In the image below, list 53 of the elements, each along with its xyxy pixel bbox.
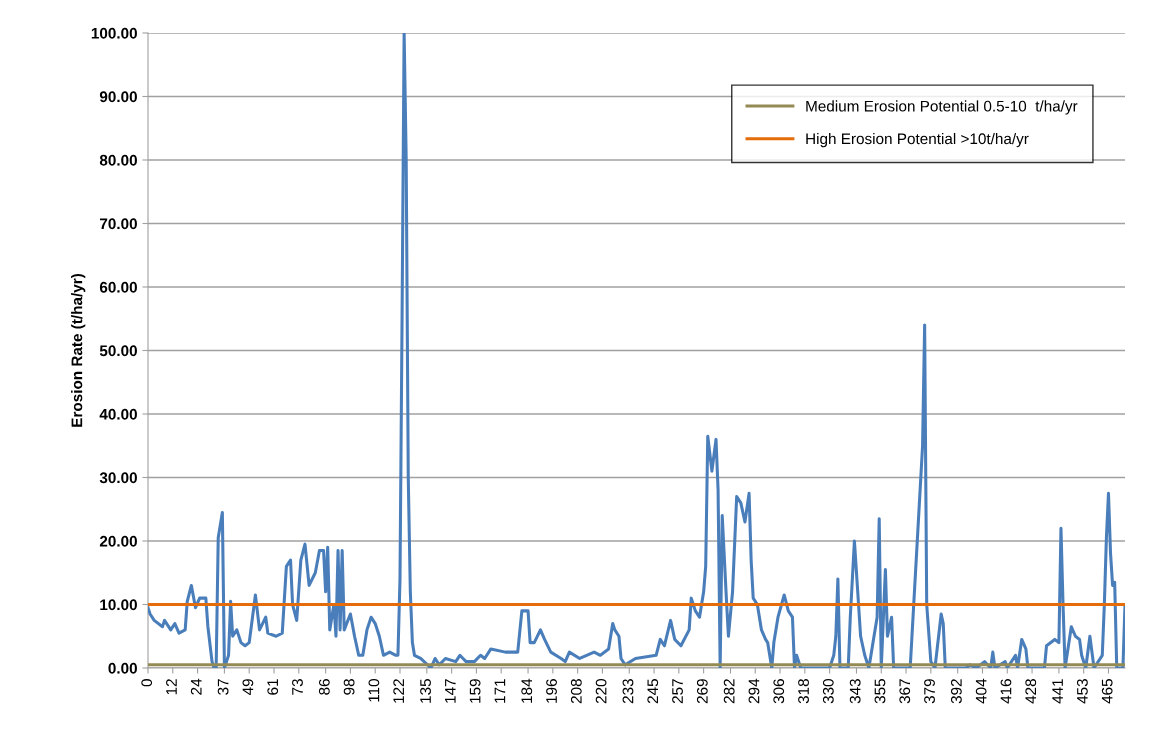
x-tick-label: 98: [343, 679, 355, 695]
x-tick-label: 147: [445, 679, 456, 703]
x-tick-label: 220: [595, 679, 607, 704]
x-tick-label: 12: [166, 679, 177, 695]
x-tick-label: 453: [1076, 679, 1088, 704]
x-tick-label: 196: [546, 679, 557, 703]
x-tick-label: 343: [849, 679, 861, 704]
x-tick-label: 318: [798, 679, 809, 704]
x-tick-label: 367: [899, 679, 911, 704]
x-tick-label: 257: [672, 679, 683, 704]
y-tick-label: 60.00: [99, 281, 137, 293]
y-tick-label: 90.00: [99, 91, 137, 103]
x-tick-label: 416: [1000, 679, 1012, 704]
y-axis-title: Erosion Rate (t/ha/yr): [71, 274, 86, 427]
y-tick-label: 80.00: [99, 154, 137, 166]
legend-label: High Erosion Potential >10t/ha/yr: [806, 132, 1029, 148]
y-tick-label: 40.00: [99, 408, 137, 420]
x-tick-label: 122: [393, 679, 404, 703]
x-tick-label: 110: [368, 679, 380, 702]
x-tick-label: 86: [318, 679, 330, 695]
y-tick-label: 20.00: [99, 535, 137, 547]
x-tick-label: 404: [975, 678, 987, 704]
y-tick-label: 70.00: [100, 218, 137, 230]
x-tick-label: 330: [822, 679, 834, 704]
x-tick-label: 282: [723, 679, 735, 704]
x-tick-label: 428: [1025, 679, 1037, 704]
x-tick-label: 61: [267, 679, 279, 695]
x-tick-label: 24: [190, 678, 202, 695]
x-tick-label: 379: [924, 679, 935, 704]
y-tick-label: 0.00: [108, 662, 137, 674]
x-tick-label: 245: [647, 679, 659, 704]
x-tick-label: 208: [570, 679, 582, 704]
x-tick-label: 171: [494, 679, 506, 703]
x-tick-label: 269: [696, 679, 708, 704]
x-tick-label: 465: [1101, 679, 1113, 704]
x-tick-label: 294: [748, 678, 760, 704]
x-tick-label: 159: [469, 679, 481, 703]
x-tick-label: 0: [141, 679, 153, 687]
y-tick-label: 10.00: [100, 599, 137, 611]
x-tick-label: 184: [521, 678, 533, 703]
x-tick-label: 49: [242, 679, 254, 696]
x-tick-label: 135: [420, 679, 431, 703]
y-tick-label: 100.00: [91, 27, 137, 39]
x-tick-label: 441: [1052, 679, 1063, 704]
y-tick-label: 30.00: [99, 472, 137, 484]
x-tick-label: 73: [292, 679, 303, 695]
x-tick-label: 37: [217, 679, 229, 695]
y-tick-label: 50.00: [99, 345, 137, 357]
legend-label: Medium Erosion Potential 0.5-10 t/ha/yr: [806, 100, 1078, 115]
x-tick-label: 306: [773, 679, 785, 704]
x-tick-label: 355: [874, 679, 886, 704]
x-tick-label: 392: [950, 679, 962, 704]
x-tick-label: 233: [622, 679, 634, 704]
